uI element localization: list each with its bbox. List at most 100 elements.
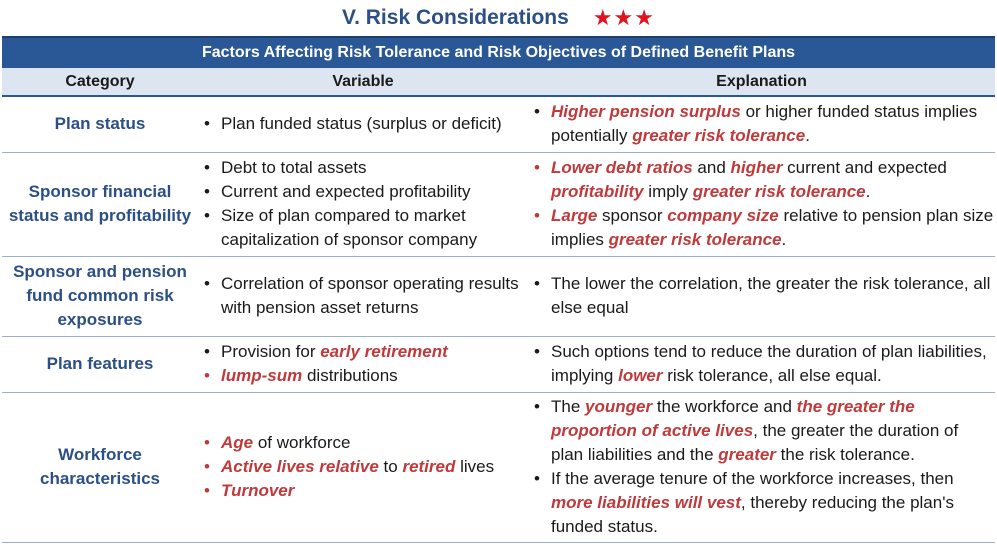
variable-cell: Plan funded status (surplus or deficit) [198,96,528,153]
highlighted-text: greater risk tolerance [632,126,806,146]
highlighted-text: Lower debt ratios [551,158,693,177]
highlighted-text: lower [618,366,663,385]
text-segment: , thereby reducing the plan's funded sta… [551,493,954,536]
risk-factors-table: Category Variable Explanation Plan statu… [2,68,995,543]
table-row: Sponsor and pension fund common risk exp… [2,256,995,337]
title-row: V. Risk Considerations ★★★ [0,0,997,36]
bullet-list: Higher pension surplus or higher funded … [528,100,995,148]
explanation-item: Large sponsor company size relative to p… [528,204,995,252]
text-segment: and [692,158,731,177]
highlighted-text: company size [667,206,779,225]
category-cell: Plan features [2,336,198,393]
highlighted-text: the greater the proportion of active liv… [551,397,915,440]
bullet-list: Provision for early retirementlump-sum d… [198,340,528,388]
highlighted-text: Active lives relative [221,457,379,476]
header-variable: Variable [198,68,528,97]
table-row: Sponsor financial status and profitabili… [2,152,995,257]
bullet-list: Lower debt ratios and higher current and… [528,156,995,252]
table-row: Plan status Plan funded status (surplus o… [2,96,995,153]
table-row: Plan featuresProvision for early retirem… [2,336,995,393]
text-segment: distributions [302,366,398,385]
text-segment: Correlation of sponsor operating results… [221,274,519,317]
variable-item: Provision for early retirement [198,340,528,364]
bullet-list: Age of workforceActive lives relative to… [198,431,528,503]
bullet-list: Debt to total assets Current and expected… [198,156,528,252]
text-segment: If the average tenure of the workforce i… [551,469,954,488]
highlighted-text: greater risk tolerance [608,230,782,249]
highlighted-text: profitability [551,182,644,201]
highlighted-text: Age [221,433,254,452]
highlighted-text: younger [585,397,653,416]
explanation-cell: Such options tend to reduce the duration… [528,336,995,393]
bullet-list: Such options tend to reduce the duration… [528,340,995,388]
variable-item: Active lives relative to retired lives [198,455,528,479]
explanation-item: Such options tend to reduce the duration… [528,340,995,388]
category-cell: Sponsor financial status and profitabili… [2,152,198,257]
table-row: Workforce characteristicsAge of workforc… [2,392,995,543]
explanation-cell: The lower the correlation, the greater t… [528,256,995,337]
header-category: Category [2,68,198,97]
bullet-list: The lower the correlation, the greater t… [528,272,995,320]
variable-item: lump-sum distributions [198,364,528,388]
highlighted-text: greater [718,445,776,464]
explanation-cell: Lower debt ratios and higher current and… [528,152,995,257]
text-segment: the risk tolerance. [775,445,915,464]
text-segment: the workforce and [652,397,797,416]
table-header-row: Category Variable Explanation [2,68,995,97]
highlighted-text: higher [730,158,783,177]
category-cell: Plan status [2,96,198,153]
text-segment: . [865,182,871,201]
text-segment: Size of plan compared to market capitali… [221,206,478,249]
text-segment: The lower the correlation, the greater t… [551,274,991,317]
text-segment: or higher funded status implies potentia… [551,102,978,146]
text-segment: Current and expected profitability [221,182,471,201]
text-segment: Plan funded status (surplus or deficit) [221,114,502,134]
text-segment: The [551,397,586,416]
highlighted-text: lump-sum [221,366,303,385]
text-segment: . [781,230,787,249]
text-segment: lives [455,457,495,476]
importance-stars: ★★★ [592,5,655,30]
explanation-item: If the average tenure of the workforce i… [528,467,995,539]
text-segment: , the greater the duration of plan liabi… [551,421,959,464]
bullet-list: Correlation of sponsor operating results… [198,272,528,320]
text-segment: Such options tend to reduce the duration… [551,342,987,385]
explanation-cell: The younger the workforce and the greate… [528,392,995,543]
header-explanation: Explanation [528,68,995,97]
highlighted-text: Large [551,206,598,225]
variable-item: Debt to total assets [198,156,528,180]
text-segment: relative to pension plan size implies [551,206,994,249]
variable-item: Plan funded status (surplus or deficit) [198,112,528,136]
text-segment: . [805,126,810,146]
variable-cell: Debt to total assets Current and expected… [198,152,528,257]
explanation-item: The younger the workforce and the greate… [528,395,995,467]
table-banner: Factors Affecting Risk Tolerance and Ris… [2,36,995,68]
variable-cell: Correlation of sponsor operating results… [198,256,528,337]
text-segment: current and expected [782,158,947,177]
variable-cell: Age of workforceActive lives relative to… [198,392,528,543]
bullet-list: Plan funded status (surplus or deficit) [198,112,528,136]
text-segment: Provision for [221,342,321,361]
variable-cell: Provision for early retirementlump-sum d… [198,336,528,393]
variable-item: Age of workforce [198,431,528,455]
highlighted-text: greater risk tolerance [692,182,866,201]
text-segment: to [378,457,403,476]
text-segment: sponsor [597,206,668,225]
highlighted-text: early retirement [320,342,448,361]
variable-item: Size of plan compared to market capitali… [198,204,528,252]
explanation-cell: Higher pension surplus or higher funded … [528,96,995,153]
text-segment: of workforce [253,433,351,452]
highlighted-text: Higher pension surplus [551,102,741,122]
bullet-list: The younger the workforce and the greate… [528,395,995,539]
category-cell: Sponsor and pension fund common risk exp… [2,256,198,337]
highlighted-text: more liabilities will vest [551,493,741,512]
explanation-item: Higher pension surplus or higher funded … [528,100,995,148]
explanation-item: Lower debt ratios and higher current and… [528,156,995,204]
text-segment: imply [643,182,693,201]
highlighted-text: Turnover [221,481,295,500]
variable-item: Current and expected profitability [198,180,528,204]
explanation-item: The lower the correlation, the greater t… [528,272,995,320]
variable-item: Turnover [198,479,528,503]
highlighted-text: retired [402,457,456,476]
text-segment: Debt to total assets [221,158,367,177]
